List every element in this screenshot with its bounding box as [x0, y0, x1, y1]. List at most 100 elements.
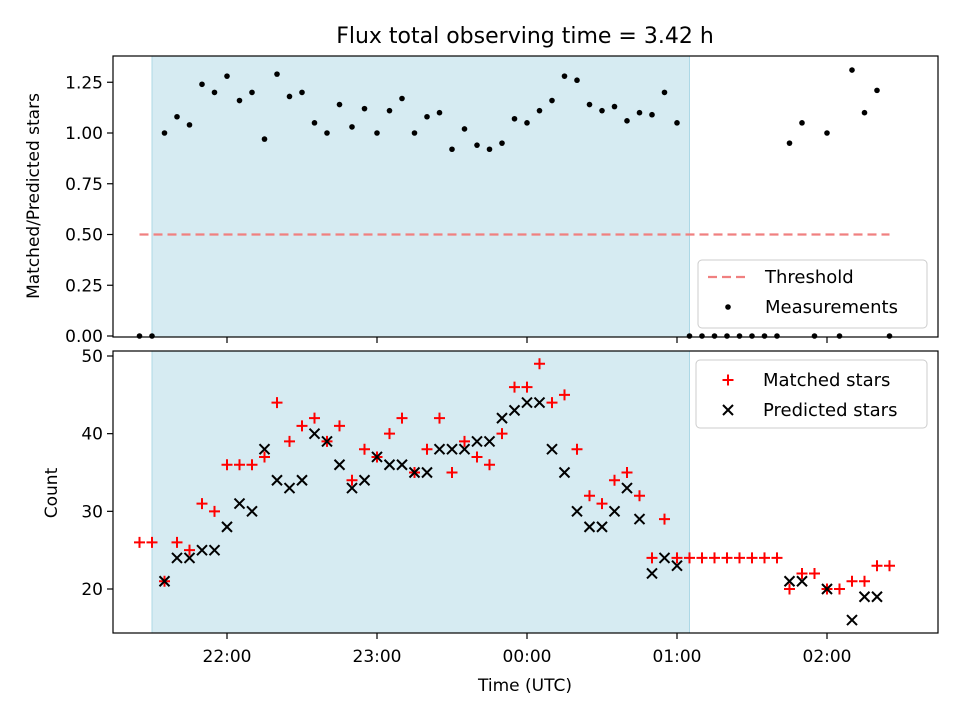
measurement-point: [511, 115, 518, 122]
predicted-star-marker: [858, 591, 871, 603]
measurement-point: [836, 333, 843, 339]
top-axes: 0.00 0.25 0.50 0.75 1.00 1.25 Threshold Measure…: [65, 55, 939, 347]
bottom-y-axis-label: Count: [42, 467, 62, 518]
legend-matched-swatch: [722, 374, 734, 386]
x-axis-label: Time (UTC): [477, 676, 572, 696]
matched-star-marker: [846, 575, 858, 587]
matched-star-marker: [484, 459, 495, 471]
matched-star-marker: [884, 560, 895, 572]
matched-star-marker: [259, 451, 270, 463]
measurement-point: [536, 107, 543, 114]
matched-star-marker: [296, 420, 308, 432]
measurement-point: [161, 130, 168, 136]
measurement-point: [286, 93, 293, 100]
measurement-point: [824, 130, 830, 136]
predicted-star-marker: [783, 575, 796, 587]
matched-star-marker: [284, 435, 295, 447]
measurement-point: [361, 105, 368, 112]
matched-star-marker: [471, 451, 483, 463]
matched-star-marker: [784, 583, 795, 595]
predicted-star-marker: [258, 443, 271, 455]
predicted-star-marker: [221, 521, 233, 533]
matched-star-marker: [596, 498, 608, 510]
matched-star-marker: [359, 443, 370, 455]
matched-star-marker: [771, 552, 783, 564]
matched-star-marker: [221, 459, 233, 471]
matched-star-marker: [609, 474, 620, 486]
x-tick-label: 00:00: [503, 647, 552, 667]
predicted-star-marker: [433, 443, 446, 455]
matched-star-marker: [721, 552, 733, 564]
measurement-point: [186, 122, 193, 128]
matched-star-marker: [234, 459, 245, 471]
predicted-star-marker: [796, 575, 808, 587]
predicted-star-marker: [171, 552, 183, 564]
predicted-star-marker: [471, 435, 483, 448]
predicted-star-marker: [483, 435, 496, 448]
measurement-point: [386, 107, 393, 114]
matched-star-marker: [184, 544, 195, 556]
measurement-point: [874, 87, 880, 94]
matched-star-marker: [521, 381, 533, 393]
measurement-point: [424, 113, 430, 120]
matched-star-marker: [671, 552, 683, 564]
predicted-star-marker: [821, 583, 833, 595]
matched-star-marker: [646, 552, 658, 564]
measurement-point: [699, 333, 705, 339]
measurement-point: [861, 109, 868, 116]
predicted-star-marker: [846, 614, 858, 626]
legend-predicted-label: Predicted stars: [763, 400, 897, 421]
measurement-point: [774, 333, 780, 339]
measurement-point: [499, 140, 505, 146]
matched-star-marker: [684, 552, 695, 564]
matched-star-marker: [796, 567, 808, 579]
measurement-point: [299, 89, 305, 96]
predicted-star-marker: [871, 591, 883, 603]
matched-star-marker: [859, 575, 870, 587]
predicted-star-marker: [333, 459, 346, 471]
predicted-star-marker: [321, 435, 333, 448]
measurement-point: [549, 97, 555, 104]
measurement-point: [649, 111, 655, 118]
measurement-point: [311, 120, 318, 126]
matched-star-marker: [459, 435, 470, 447]
measurement-point: [724, 333, 730, 339]
measurement-point: [349, 124, 355, 130]
measurement-point: [486, 146, 493, 153]
matched-star-marker: [446, 467, 458, 478]
measurement-point: [661, 89, 668, 96]
shaded-observing-window: [151, 350, 690, 634]
measurement-point: [674, 120, 680, 126]
matched-star-marker: [171, 536, 183, 548]
matched-star-marker: [621, 467, 633, 478]
predicted-star-marker: [521, 396, 533, 409]
matched-star-marker: [134, 536, 145, 548]
predicted-star-marker: [283, 482, 296, 494]
measurement-point: [736, 333, 743, 339]
x-tick-label: 22:00: [203, 647, 252, 667]
measurement-point: [561, 73, 568, 79]
predicted-star-marker: [296, 474, 308, 486]
measurement-point: [436, 109, 443, 116]
measurement-point: [261, 136, 268, 142]
y-tick-label: 0.75: [65, 175, 103, 195]
measurement-point: [524, 120, 530, 126]
predicted-star-marker: [533, 396, 546, 409]
predicted-star-marker: [496, 412, 508, 424]
matched-star-marker: [396, 412, 408, 424]
measurement-point: [274, 71, 280, 77]
measurement-point: [686, 333, 693, 339]
predicted-star-marker: [458, 443, 471, 455]
y-tick-label: 1.00: [65, 124, 103, 144]
measurement-point: [799, 120, 805, 126]
measurement-point: [336, 101, 343, 108]
matched-star-marker: [759, 552, 770, 564]
predicted-star-marker: [583, 521, 596, 533]
measurement-point: [249, 89, 255, 96]
predicted-star-marker: [383, 459, 396, 471]
matched-star-marker: [634, 490, 645, 502]
y-tick-label: 40: [81, 425, 103, 445]
matched-star-marker: [546, 397, 558, 409]
matched-star-marker: [384, 428, 395, 440]
bottom-legend: Matched stars Predicted stars: [695, 359, 928, 429]
